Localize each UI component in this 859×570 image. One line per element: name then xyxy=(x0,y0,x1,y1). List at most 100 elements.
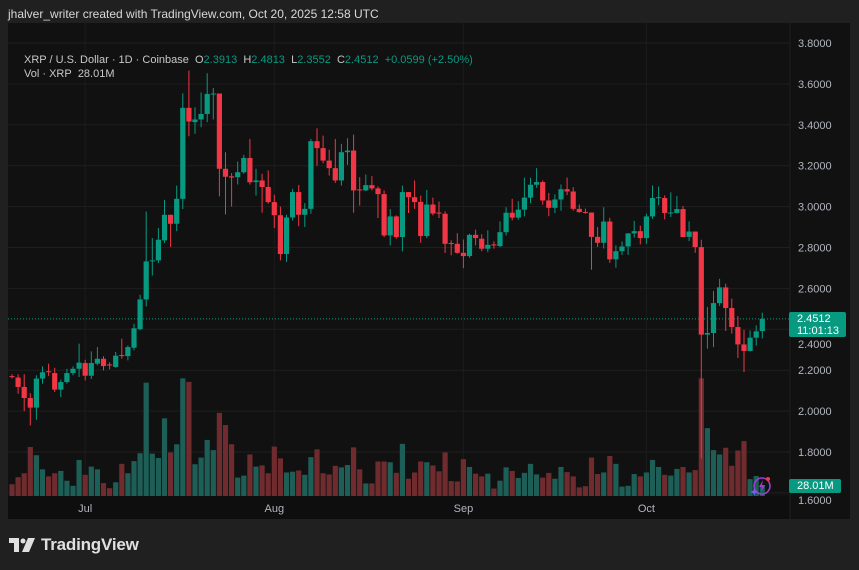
volume-bar xyxy=(241,475,247,496)
volume-bar xyxy=(686,472,692,496)
high-value: 2.4813 xyxy=(251,54,285,66)
candle-body xyxy=(399,192,405,238)
candle-body xyxy=(326,160,332,169)
candle-body xyxy=(308,141,314,209)
volume-bar xyxy=(265,473,271,496)
open-label: O xyxy=(194,54,204,66)
volume-bar xyxy=(473,473,479,496)
candlestick-chart[interactable]: 3.8000 3.6000 3.4000 3.2000 3.0000 2.8000 2.60… xyxy=(8,23,850,519)
candle-body xyxy=(582,211,588,213)
volume-bar xyxy=(595,474,601,496)
volume-bar xyxy=(344,465,351,496)
volume-bar xyxy=(229,444,235,496)
bar-countdown: 11:01:13 xyxy=(797,325,840,337)
volume-bar xyxy=(76,459,82,496)
candle-body xyxy=(186,107,192,122)
candle-body xyxy=(436,212,442,214)
candle-body xyxy=(393,216,399,238)
volume-bar xyxy=(692,470,698,496)
volume-bar xyxy=(405,478,412,496)
change-value: +0.0599 (+2.50%) xyxy=(384,54,473,66)
volume-bar xyxy=(320,473,326,496)
candle-body xyxy=(363,185,369,191)
candle-body xyxy=(479,238,485,249)
volume-bar xyxy=(436,471,442,496)
volume-bar xyxy=(607,456,613,496)
candle-body xyxy=(332,168,338,181)
candle-body xyxy=(534,182,540,185)
candle-body xyxy=(82,363,88,376)
candle-body xyxy=(344,150,351,153)
last-volume-tag: 28.01M xyxy=(789,479,841,493)
candle-body xyxy=(314,141,320,149)
symbol-legend: XRP / U.S. Dollar · 1D · Coinbase O2.391… xyxy=(24,54,473,66)
candle-body xyxy=(387,216,393,236)
low-value: 2.3552 xyxy=(297,54,331,66)
volume-bar xyxy=(582,486,588,496)
volume-bar xyxy=(546,472,552,496)
candle-body xyxy=(595,236,601,243)
candle-body xyxy=(473,234,479,239)
volume-bar xyxy=(283,472,290,496)
volume-bar xyxy=(192,464,198,496)
volume-bar xyxy=(369,483,375,496)
volume-bar xyxy=(430,465,436,496)
candle-body xyxy=(320,148,326,161)
candle-body xyxy=(570,191,576,209)
volume-bar xyxy=(497,480,503,496)
volume-bar xyxy=(21,473,27,496)
volume-bar xyxy=(479,476,485,496)
candle-body xyxy=(704,332,710,335)
candle-body xyxy=(113,355,119,367)
volume-label[interactable]: Vol · XRP xyxy=(24,68,72,80)
volume-bar xyxy=(570,476,576,496)
candle-body xyxy=(613,251,619,260)
candle-body xyxy=(381,194,387,236)
candle-body xyxy=(9,376,15,378)
symbol-title[interactable]: XRP / U.S. Dollar · 1D · Coinbase xyxy=(24,54,189,66)
volume-bar xyxy=(564,472,570,496)
price-axis-label: 3.2000 xyxy=(798,161,832,173)
candle-body xyxy=(558,189,564,200)
volume-bar xyxy=(625,485,631,496)
candle-body xyxy=(283,217,290,255)
volume-bar xyxy=(717,454,723,496)
candle-body xyxy=(137,299,143,330)
candle-body xyxy=(448,243,454,245)
volume-bar xyxy=(100,483,107,496)
volume-bar xyxy=(399,443,405,496)
candle-body xyxy=(149,260,155,262)
assistant-lightning-icon[interactable] xyxy=(750,476,772,501)
candle-body xyxy=(607,221,613,260)
candle-body xyxy=(747,337,753,351)
price-axis-label: 2.0000 xyxy=(798,406,832,418)
candle-body xyxy=(119,355,125,357)
candle-body xyxy=(235,172,241,178)
candle-body xyxy=(576,208,582,213)
volume-bar xyxy=(15,477,21,496)
high-label: H xyxy=(243,54,252,66)
chart-panel[interactable]: 3.8000 3.6000 3.4000 3.2000 3.0000 2.8000 2.60… xyxy=(8,23,850,519)
candle-body xyxy=(466,234,473,257)
volume-bar xyxy=(442,452,448,496)
candle-body xyxy=(692,231,698,248)
candle-body xyxy=(210,93,216,95)
candle-body xyxy=(540,182,546,201)
tradingview-logo[interactable]: TradingView xyxy=(9,535,139,555)
candle-body xyxy=(198,113,204,120)
candle-body xyxy=(88,363,94,376)
volume-bar xyxy=(619,486,625,496)
candle-body xyxy=(753,331,759,338)
candle-body xyxy=(161,214,168,241)
candle-body xyxy=(52,373,58,390)
volume-bar xyxy=(466,466,473,496)
time-axis-label: Aug xyxy=(265,503,285,515)
volume-bar xyxy=(113,482,119,496)
volume-bar xyxy=(491,488,497,496)
candle-body xyxy=(259,180,265,187)
candle-body xyxy=(107,364,113,366)
volume-bar xyxy=(357,469,363,496)
volume-bar xyxy=(521,472,527,496)
candle-body xyxy=(33,378,39,408)
volume-bar xyxy=(33,455,39,496)
